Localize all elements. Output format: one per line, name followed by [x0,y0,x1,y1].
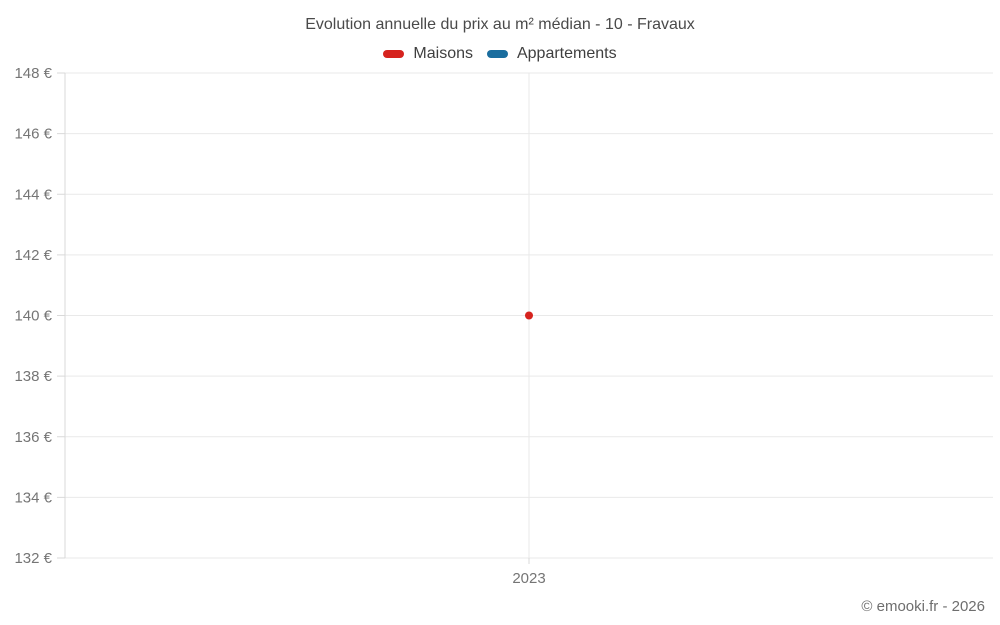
y-tick-label: 140 € [14,308,52,325]
y-tick-label: 142 € [14,247,52,264]
y-tick-label: 136 € [14,429,52,446]
data-point-maisons [525,311,533,320]
y-tick-label: 134 € [14,489,52,506]
legend-item-appartements[interactable]: Appartements [486,45,617,63]
y-tick-label: 148 € [14,65,52,82]
y-tick-label: 138 € [14,368,52,385]
legend-label-appartements: Appartements [516,45,617,62]
y-tick-label: 144 € [14,186,52,203]
legend-label-maisons: Maisons [413,45,473,62]
x-tick-label: 2023 [512,570,545,587]
chart-title: Evolution annuelle du prix au m² médian … [305,16,695,33]
appartements-swatch [486,50,508,58]
legend: Maisons Appartements [0,45,1000,63]
y-tick-label: 146 € [14,126,52,143]
y-tick-label: 132 € [14,550,52,567]
copyright: © emooki.fr - 2026 [861,598,985,615]
legend-item-maisons[interactable]: Maisons [383,45,473,63]
maisons-swatch [383,50,405,58]
